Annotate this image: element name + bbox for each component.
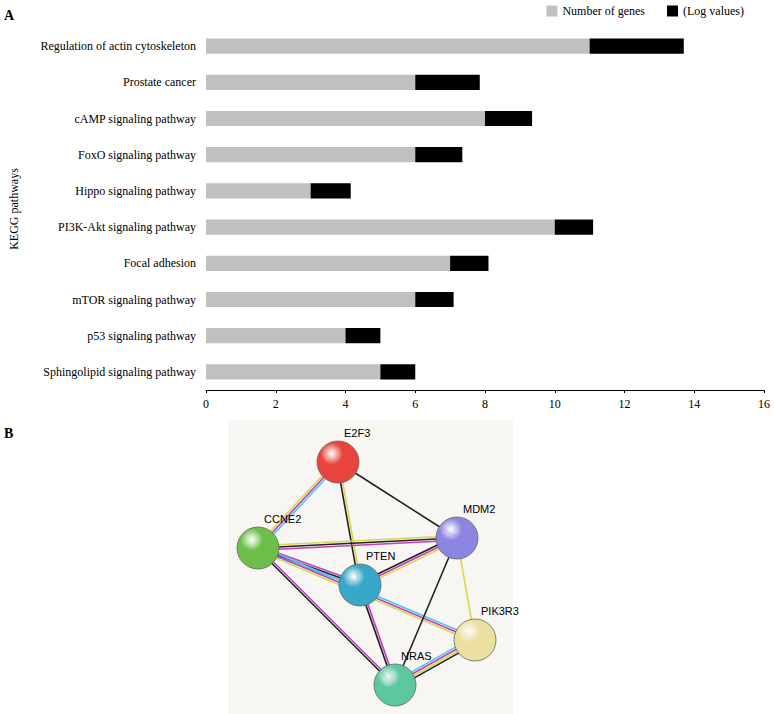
svg-text:(Log values): (Log values) [683, 4, 744, 18]
svg-text:PIK3R3: PIK3R3 [481, 605, 519, 617]
svg-text:E2F3: E2F3 [344, 427, 370, 439]
svg-text:2: 2 [273, 397, 279, 411]
svg-text:6: 6 [412, 397, 418, 411]
svg-text:MDM2: MDM2 [463, 503, 495, 515]
svg-text:16: 16 [758, 397, 770, 411]
svg-text:KEGG pathways: KEGG pathways [7, 168, 21, 250]
svg-text:mTOR signaling pathway: mTOR signaling pathway [72, 293, 196, 307]
svg-text:FoxO signaling pathway: FoxO signaling pathway [78, 148, 196, 162]
svg-text:8: 8 [482, 397, 488, 411]
svg-text:Number of genes: Number of genes [562, 4, 645, 18]
svg-text:Sphingolipid signaling pathway: Sphingolipid signaling pathway [43, 365, 196, 379]
svg-text:NRAS: NRAS [401, 650, 432, 662]
svg-text:0: 0 [203, 397, 209, 411]
svg-text:14: 14 [688, 397, 700, 411]
svg-text:PI3K-Akt signaling pathway: PI3K-Akt signaling pathway [58, 220, 196, 234]
svg-text:cAMP signaling pathway: cAMP signaling pathway [74, 112, 196, 126]
svg-text:Focal adhesion: Focal adhesion [124, 256, 196, 270]
svg-text:Hippo signaling pathway: Hippo signaling pathway [75, 184, 196, 198]
svg-text:A: A [4, 8, 15, 23]
svg-text:12: 12 [619, 397, 631, 411]
svg-text:Prostate cancer: Prostate cancer [123, 75, 196, 89]
svg-text:p53 signaling pathway: p53 signaling pathway [87, 329, 196, 343]
svg-text:4: 4 [343, 397, 349, 411]
svg-text:B: B [4, 426, 13, 441]
svg-text:PTEN: PTEN [366, 550, 395, 562]
svg-text:Regulation of actin cytoskelet: Regulation of actin cytoskeleton [40, 39, 196, 53]
svg-text:CCNE2: CCNE2 [264, 513, 301, 525]
svg-text:10: 10 [549, 397, 561, 411]
